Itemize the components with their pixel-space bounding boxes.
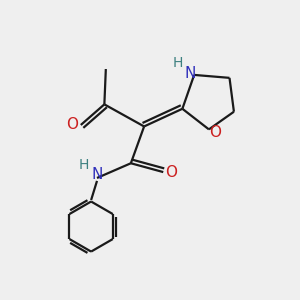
Text: N: N [91,167,103,182]
Text: H: H [173,56,183,70]
Text: N: N [184,66,195,81]
Text: O: O [166,165,178,180]
Text: O: O [67,118,79,133]
Text: H: H [79,158,89,172]
Text: O: O [209,125,221,140]
